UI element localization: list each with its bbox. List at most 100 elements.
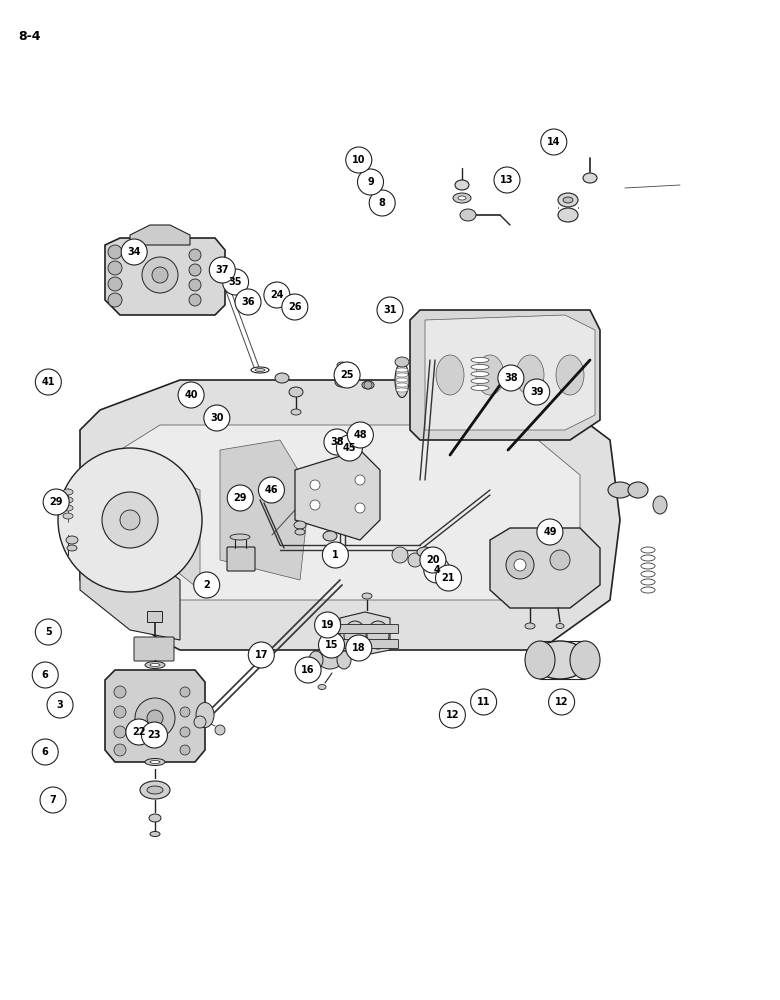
Ellipse shape	[396, 388, 408, 392]
Text: 38: 38	[504, 373, 518, 383]
Text: 29: 29	[233, 493, 247, 503]
Ellipse shape	[556, 355, 584, 395]
Text: 6: 6	[42, 670, 48, 680]
Polygon shape	[410, 310, 600, 440]
Text: 26: 26	[288, 302, 302, 312]
Circle shape	[180, 745, 190, 755]
Circle shape	[369, 190, 395, 216]
Ellipse shape	[275, 373, 289, 383]
Circle shape	[147, 710, 163, 726]
Circle shape	[222, 269, 249, 295]
Circle shape	[357, 169, 384, 195]
Ellipse shape	[362, 381, 374, 389]
Circle shape	[215, 725, 225, 735]
Circle shape	[180, 687, 190, 697]
Text: 8-4: 8-4	[18, 30, 41, 43]
Ellipse shape	[63, 513, 73, 519]
Ellipse shape	[289, 387, 303, 397]
Ellipse shape	[558, 208, 578, 222]
Ellipse shape	[476, 355, 504, 395]
Ellipse shape	[149, 814, 161, 822]
Circle shape	[514, 559, 526, 571]
Text: 9: 9	[367, 177, 374, 187]
Ellipse shape	[453, 193, 471, 203]
Text: 22: 22	[132, 727, 146, 737]
Ellipse shape	[641, 555, 655, 561]
Ellipse shape	[66, 536, 78, 544]
Ellipse shape	[335, 377, 349, 387]
Circle shape	[494, 167, 520, 193]
Text: 7: 7	[50, 795, 56, 805]
Text: 8: 8	[379, 198, 385, 208]
Ellipse shape	[533, 641, 587, 679]
Ellipse shape	[230, 534, 250, 540]
Ellipse shape	[251, 367, 269, 373]
Text: 5: 5	[45, 627, 51, 637]
Ellipse shape	[362, 593, 372, 599]
Ellipse shape	[150, 664, 160, 666]
Ellipse shape	[67, 545, 77, 551]
Text: 41: 41	[41, 377, 55, 387]
Polygon shape	[120, 425, 580, 600]
Text: 12: 12	[555, 697, 569, 707]
Ellipse shape	[255, 368, 265, 371]
Ellipse shape	[458, 196, 466, 200]
Circle shape	[310, 480, 320, 490]
Circle shape	[108, 277, 122, 291]
Ellipse shape	[396, 383, 408, 387]
Text: 4: 4	[434, 565, 440, 575]
Ellipse shape	[318, 684, 326, 690]
Circle shape	[189, 249, 201, 261]
Circle shape	[310, 500, 320, 510]
Text: 36: 36	[241, 297, 255, 307]
Ellipse shape	[196, 702, 214, 728]
Circle shape	[258, 477, 285, 503]
Circle shape	[264, 282, 290, 308]
Ellipse shape	[63, 497, 73, 503]
Ellipse shape	[395, 357, 409, 367]
Circle shape	[108, 293, 122, 307]
Text: 29: 29	[49, 497, 63, 507]
Polygon shape	[490, 528, 600, 608]
Ellipse shape	[641, 547, 655, 553]
Ellipse shape	[140, 781, 170, 799]
Circle shape	[408, 553, 422, 567]
Ellipse shape	[653, 496, 667, 514]
Ellipse shape	[318, 651, 342, 669]
Circle shape	[35, 369, 62, 395]
Circle shape	[523, 379, 550, 405]
Text: 13: 13	[500, 175, 514, 185]
Text: 18: 18	[352, 643, 366, 653]
Ellipse shape	[641, 579, 655, 585]
Ellipse shape	[323, 531, 337, 541]
Circle shape	[189, 264, 201, 276]
Circle shape	[550, 550, 570, 570]
Ellipse shape	[147, 786, 163, 794]
Circle shape	[439, 702, 466, 728]
Polygon shape	[340, 612, 390, 655]
Circle shape	[248, 642, 275, 668]
Circle shape	[141, 722, 168, 748]
Circle shape	[324, 429, 350, 455]
Ellipse shape	[63, 489, 73, 495]
Circle shape	[193, 572, 220, 598]
Text: 37: 37	[215, 265, 229, 275]
Circle shape	[189, 279, 201, 291]
Ellipse shape	[295, 529, 305, 535]
Text: 15: 15	[324, 640, 339, 650]
Ellipse shape	[516, 355, 544, 395]
Text: 19: 19	[321, 620, 335, 630]
FancyBboxPatch shape	[338, 640, 399, 648]
Text: 38: 38	[330, 437, 344, 447]
Text: 12: 12	[445, 710, 459, 720]
Ellipse shape	[525, 623, 535, 629]
Circle shape	[120, 510, 140, 530]
Ellipse shape	[395, 362, 409, 397]
Polygon shape	[425, 315, 595, 430]
Ellipse shape	[460, 209, 476, 221]
Ellipse shape	[367, 621, 389, 649]
Ellipse shape	[525, 641, 555, 679]
Circle shape	[227, 485, 254, 511]
Ellipse shape	[396, 368, 408, 372]
FancyBboxPatch shape	[338, 624, 399, 634]
